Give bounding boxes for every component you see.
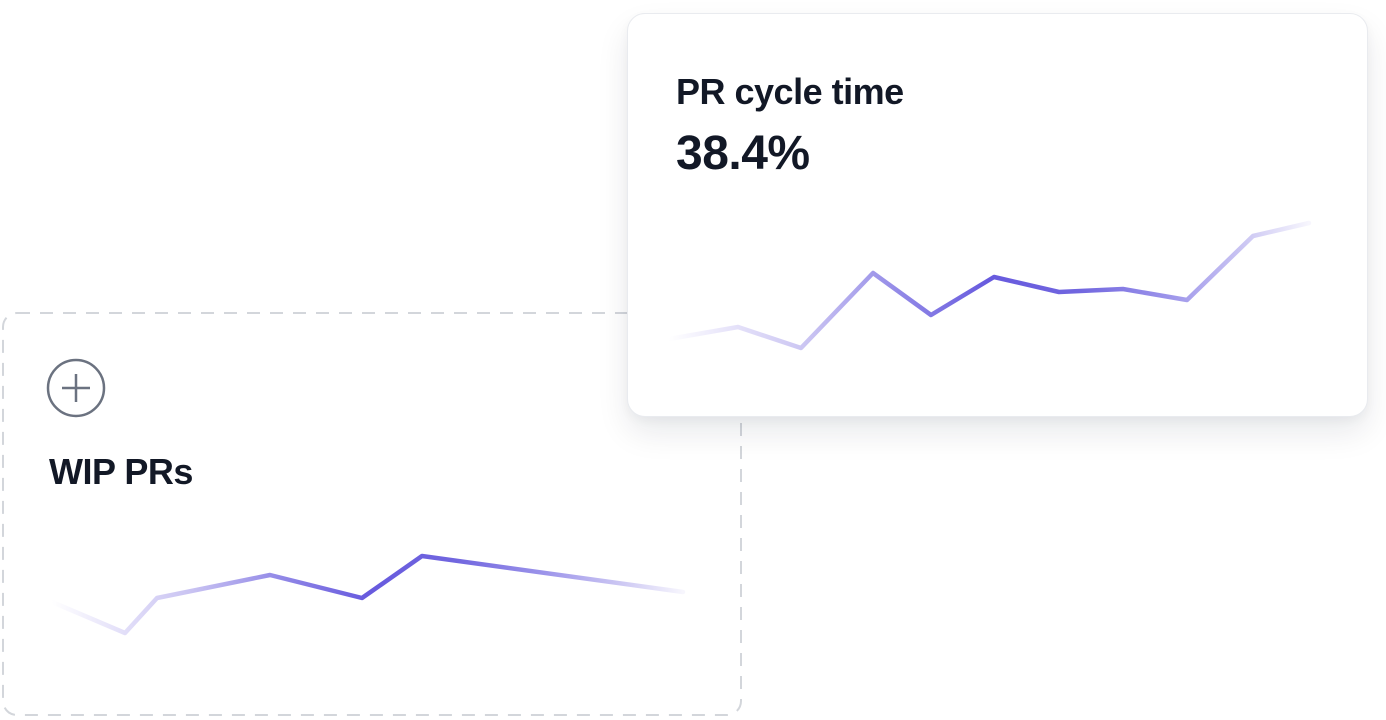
pr-cycle-time-value: 38.4%	[676, 127, 810, 180]
add-widget-button[interactable]	[46, 358, 106, 418]
pr-cycle-time-title: PR cycle time	[676, 71, 904, 112]
wip-prs-title: WIP PRs	[49, 451, 193, 492]
plus-circle-icon	[46, 358, 106, 418]
pr-cycle-time-card[interactable]: PR cycle time 38.4%	[627, 13, 1368, 417]
